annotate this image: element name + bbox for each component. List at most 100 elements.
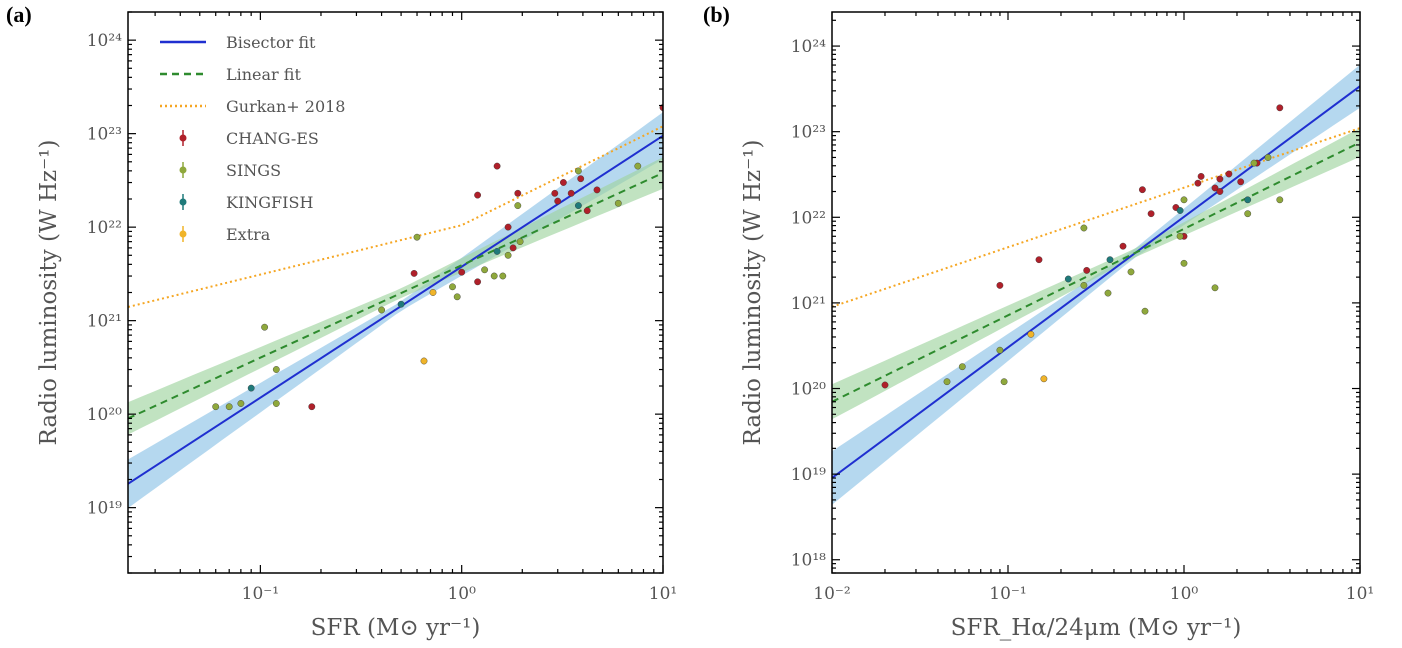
data-point [1250, 159, 1258, 167]
y-axis-label: Radio luminosity (W Hz⁻¹) [36, 140, 62, 446]
series-chang-es [881, 104, 1284, 389]
data-point [429, 289, 437, 296]
y-tick-label: 10²⁴ [791, 37, 826, 57]
y-tick-label: 10²¹ [791, 294, 826, 314]
data-point [1237, 178, 1245, 186]
data-point [1180, 196, 1188, 204]
y-tick-label: 10¹⁸ [791, 551, 826, 571]
series-sings [212, 162, 642, 411]
legend-label: Extra [226, 225, 271, 244]
data-point [481, 266, 488, 274]
data-point [1064, 275, 1072, 283]
data-point [1000, 378, 1008, 386]
y-tick-label: 10²³ [87, 125, 122, 145]
data-point [237, 400, 245, 407]
legend-label: CHANG-ES [226, 129, 319, 148]
plot-frame [831, 11, 1361, 574]
data-point [272, 366, 280, 373]
data-point [1176, 232, 1184, 240]
y-axis-label: Radio luminosity (W Hz⁻¹) [740, 140, 766, 446]
series-chang-es [308, 104, 663, 411]
fit-line-linear-fit [128, 171, 663, 420]
data-point [560, 179, 567, 186]
x-tick-label: 10⁻¹ [989, 584, 1026, 604]
data-point [1244, 196, 1252, 204]
x-tick-label: 10⁰ [447, 584, 476, 604]
data-point [1216, 175, 1224, 183]
data-point [212, 403, 220, 411]
data-point [1040, 375, 1048, 383]
data-point [1104, 289, 1112, 297]
data-point [593, 186, 601, 194]
y-tick-label: 10²⁰ [87, 405, 122, 425]
data-point [378, 306, 385, 314]
legend-label: Gurkan+ 2018 [226, 97, 345, 116]
legend: Bisector fit Linear fit Gurkan+ 2018 CHANG-… [160, 33, 345, 244]
data-point [1276, 104, 1284, 112]
data-point [1197, 172, 1205, 180]
y-tick-label: 10¹⁹ [791, 465, 826, 485]
data-point [1080, 281, 1088, 289]
legend-label: SINGS [226, 161, 281, 180]
y-tick-label: 10¹⁹ [87, 499, 122, 519]
data-point [614, 199, 622, 207]
data-point [575, 167, 582, 175]
data-point [634, 162, 642, 170]
data-point [1216, 188, 1224, 195]
x-tick-label: 10⁰ [1170, 584, 1199, 604]
data-point [493, 247, 501, 255]
legend-marker [179, 134, 187, 142]
data-point [1035, 256, 1043, 264]
data-point [1276, 196, 1284, 204]
data-point [504, 251, 512, 259]
x-tick-label: 10⁻² [813, 584, 850, 604]
data-point [554, 197, 562, 205]
data-point [1211, 184, 1219, 192]
plot-panel-a: 10⁻¹ 10⁰ 10¹ 10¹⁹ 10²⁰ 10²¹ 10²² 10²³ 10²⁴ SFR (M… [36, 11, 677, 641]
data-point [499, 272, 507, 280]
fit-line-bisector-fit [832, 85, 1360, 479]
plot-panel-b: 10⁻² 10⁻¹ 10⁰ 10¹ 10¹⁸ 10¹⁹ 10²⁰ 10²¹ 10²² 10²³ 10… [740, 11, 1374, 641]
data-point [397, 300, 405, 308]
series-kingfish [1064, 196, 1252, 283]
data-point [1106, 256, 1114, 264]
legend-label: Linear fit [226, 65, 301, 84]
data-point [583, 207, 591, 215]
data-point [1147, 210, 1155, 218]
panel-label-a: (a) [6, 2, 32, 27]
confidence-band-bisector-fit [832, 64, 1360, 505]
legend-marker [179, 198, 187, 206]
data-point [1264, 154, 1272, 161]
x-tick-label: 10¹ [649, 584, 677, 604]
data-point [943, 378, 951, 386]
data-point [272, 400, 280, 407]
data-point [509, 244, 517, 252]
data-point [514, 202, 522, 210]
data-point [247, 384, 255, 392]
data-point [474, 191, 481, 199]
data-point [514, 189, 522, 197]
data-point [567, 189, 575, 197]
data-point [420, 357, 428, 365]
data-point [1141, 307, 1149, 315]
data-point [1080, 224, 1088, 232]
y-tick-label: 10²⁴ [87, 31, 122, 51]
data-point [493, 162, 501, 170]
data-point [1027, 330, 1035, 338]
data-point [410, 269, 418, 277]
data-point [1211, 284, 1219, 292]
data-point [453, 293, 461, 301]
data-point [449, 283, 456, 291]
data-point [1194, 179, 1202, 187]
data-point [996, 346, 1004, 354]
legend-marker [179, 230, 187, 238]
legend-label: KINGFISH [226, 193, 313, 212]
data-point [1176, 207, 1184, 214]
fit-line-bisector-fit [128, 134, 663, 485]
x-tick-label: 10⁻¹ [242, 584, 279, 604]
data-point [575, 202, 582, 210]
data-point [458, 268, 466, 276]
legend-label: Bisector fit [226, 33, 316, 52]
data-point [996, 281, 1004, 289]
x-axis-label: SFR_Hα/24μm (M⊙ yr⁻¹) [951, 615, 1242, 641]
